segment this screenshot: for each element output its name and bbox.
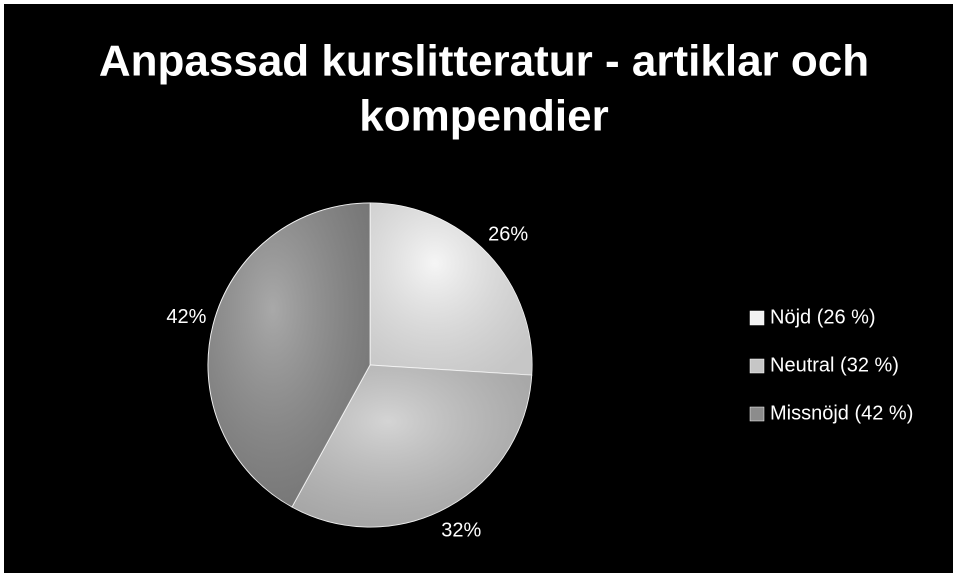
data-label: 42%	[166, 306, 206, 328]
legend-swatch	[749, 406, 765, 422]
legend-label: Neutral (32 %)	[770, 354, 899, 376]
chart-title: Anpassad kurslitteratur - artiklar och	[99, 37, 869, 86]
data-label: 26%	[488, 224, 528, 246]
legend-label: Missnöjd (42 %)	[770, 402, 913, 424]
data-label: 32%	[441, 519, 481, 541]
chart-title: kompendier	[359, 92, 608, 141]
legend-swatch	[749, 310, 765, 326]
legend-label: Nöjd (26 %)	[770, 306, 876, 328]
legend-swatch	[749, 358, 765, 374]
